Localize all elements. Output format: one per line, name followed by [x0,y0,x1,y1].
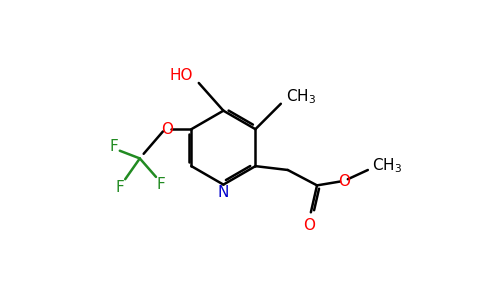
Text: N: N [218,185,229,200]
Text: CH$_3$: CH$_3$ [286,88,317,106]
Text: F: F [157,177,166,192]
Text: F: F [115,180,124,195]
Text: O: O [161,122,173,137]
Text: CH$_3$: CH$_3$ [372,156,402,175]
Text: F: F [109,140,118,154]
Text: O: O [303,218,315,233]
Text: O: O [338,174,350,189]
Text: HO: HO [169,68,193,83]
